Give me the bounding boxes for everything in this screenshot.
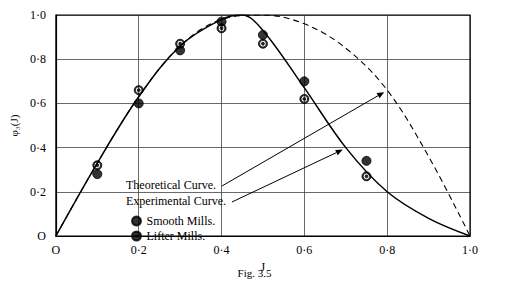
svg-text:0·4: 0·4 [30, 141, 46, 155]
svg-text:0·6: 0·6 [296, 243, 312, 257]
svg-text:0·2: 0·2 [131, 243, 147, 257]
svg-text:Experimental Curve.: Experimental Curve. [126, 194, 226, 208]
svg-text:0·2: 0·2 [30, 185, 46, 199]
svg-text:O: O [52, 243, 61, 257]
svg-text:0·6: 0·6 [30, 96, 46, 110]
svg-text:O: O [37, 229, 46, 243]
svg-text:0·4: 0·4 [214, 243, 230, 257]
svg-text:Fig. 3.5: Fig. 3.5 [238, 267, 272, 279]
svg-text:0·8: 0·8 [30, 52, 46, 66]
svg-text:φ₃(J): φ₃(J) [8, 114, 21, 136]
svg-text:1·0: 1·0 [462, 243, 478, 257]
svg-text:Lifter Mills.: Lifter Mills. [147, 229, 206, 243]
svg-text:Theoretical Curve.: Theoretical Curve. [126, 178, 216, 192]
svg-text:0·8: 0·8 [379, 243, 395, 257]
svg-text:Smooth Mills.: Smooth Mills. [147, 214, 216, 228]
svg-text:1·0: 1·0 [30, 8, 46, 22]
